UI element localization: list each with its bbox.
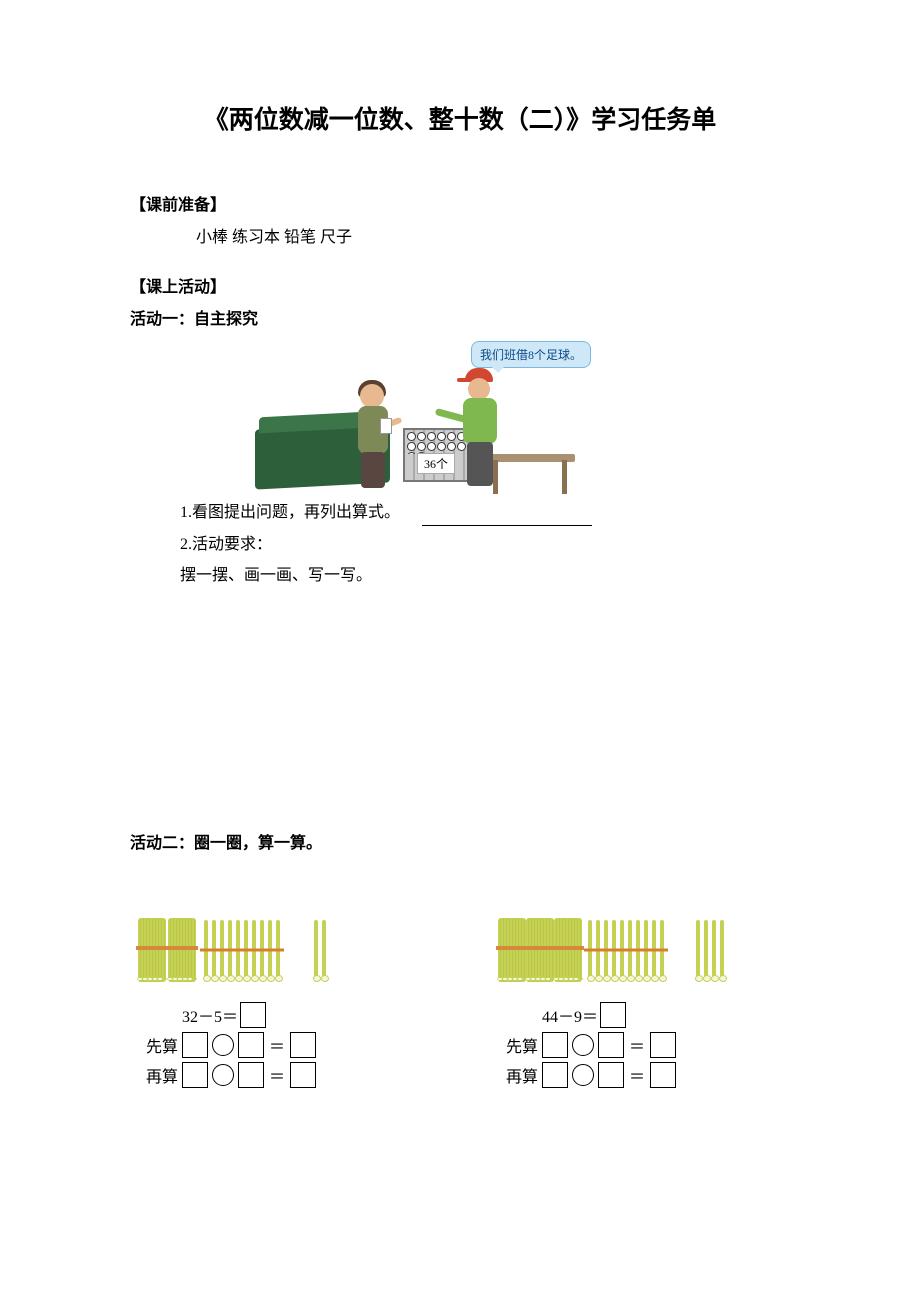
stick-bundle (498, 918, 526, 982)
result-box[interactable] (650, 1032, 676, 1058)
person-worker (455, 368, 505, 488)
activity1-line2: 2.活动要求： (180, 532, 790, 558)
class-label: 【课上活动】 (130, 273, 790, 297)
sticks-area-2 (498, 908, 778, 986)
struck-sticks (204, 920, 280, 980)
second-label-2: 再算 (506, 1063, 538, 1087)
second-calc-row-1: 再算 ＝ (146, 1062, 418, 1088)
operand-box[interactable] (182, 1062, 208, 1088)
first-label-1: 先算 (146, 1033, 178, 1057)
stick-bundle (168, 918, 196, 982)
activity1-line3: 摆一摆、画一画、写一写。 (180, 563, 790, 589)
equals-sign: ＝ (628, 1033, 646, 1057)
operator-circle[interactable] (212, 1064, 234, 1086)
problem-2: 44－9＝ 先算 ＝ 再算 ＝ (498, 908, 778, 1088)
person-teacher (350, 380, 395, 488)
equals-sign: ＝ (268, 1033, 286, 1057)
prep-content: 小棒 练习本 铅笔 尺子 (196, 223, 790, 247)
crate-count-label: 36个 (417, 453, 455, 474)
answer-line[interactable] (422, 525, 592, 526)
sticks-area-1 (138, 908, 418, 986)
problems-row: 32－5＝ 先算 ＝ 再算 ＝ 44－9＝ 先算 (138, 908, 790, 1088)
operand-box[interactable] (542, 1032, 568, 1058)
activity1-line1-text: 1.看图提出问题，再列出算式。 (180, 504, 400, 521)
loose-sticks (696, 920, 724, 980)
speech-bubble: 我们班借8个足球。 (471, 341, 591, 368)
activity2-label: 活动二：圈一圈，算一算。 (130, 829, 790, 853)
result-box[interactable] (650, 1062, 676, 1088)
loose-sticks (314, 920, 326, 980)
prep-label: 【课前准备】 (130, 191, 790, 215)
operand-box[interactable] (598, 1032, 624, 1058)
operand-box[interactable] (598, 1062, 624, 1088)
operator-circle[interactable] (572, 1034, 594, 1056)
first-calc-row-1: 先算 ＝ (146, 1032, 418, 1058)
activity1-illustration: 我们班借8个足球。 36个 (255, 339, 585, 494)
problem-1: 32－5＝ 先算 ＝ 再算 ＝ (138, 908, 418, 1088)
page-title: 《两位数减一位数、整十数（二）》学习任务单 (130, 100, 790, 136)
expression-text-1: 32－5＝ (182, 1003, 238, 1027)
expression-text-2: 44－9＝ (542, 1003, 598, 1027)
main-expression-2: 44－9＝ (542, 1002, 778, 1028)
first-label-2: 先算 (506, 1033, 538, 1057)
operand-box[interactable] (238, 1062, 264, 1088)
second-calc-row-2: 再算 ＝ (506, 1062, 778, 1088)
operand-box[interactable] (182, 1032, 208, 1058)
activity1-label: 活动一：自主探究 (130, 305, 790, 329)
activity1-line1: 1.看图提出问题，再列出算式。 (180, 500, 790, 526)
struck-sticks (588, 920, 664, 980)
operator-circle[interactable] (572, 1064, 594, 1086)
equals-sign: ＝ (628, 1063, 646, 1087)
equals-sign: ＝ (268, 1063, 286, 1087)
answer-box-2[interactable] (600, 1002, 626, 1028)
stick-bundle (554, 918, 582, 982)
stick-bundle (138, 918, 166, 982)
main-expression-1: 32－5＝ (182, 1002, 418, 1028)
operand-box[interactable] (542, 1062, 568, 1088)
second-label-1: 再算 (146, 1063, 178, 1087)
stick-bundle (526, 918, 554, 982)
answer-box-1[interactable] (240, 1002, 266, 1028)
first-calc-row-2: 先算 ＝ (506, 1032, 778, 1058)
operator-circle[interactable] (212, 1034, 234, 1056)
result-box[interactable] (290, 1032, 316, 1058)
operand-box[interactable] (238, 1032, 264, 1058)
result-box[interactable] (290, 1062, 316, 1088)
